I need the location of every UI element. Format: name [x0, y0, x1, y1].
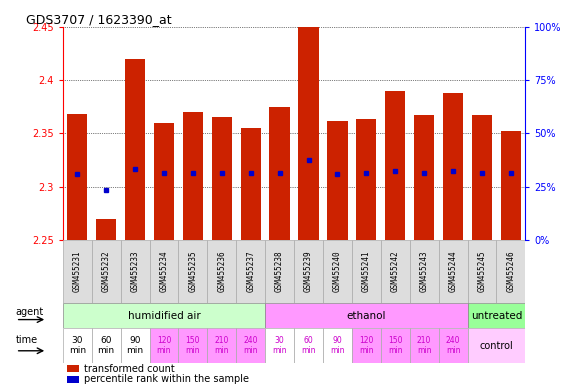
Bar	[67, 376, 79, 383]
Bar	[240, 128, 261, 240]
Bar	[178, 328, 207, 363]
Bar	[323, 328, 352, 363]
Text: untreated: untreated	[471, 311, 522, 321]
Text: 210
min: 210 min	[215, 336, 229, 355]
Bar	[96, 219, 116, 240]
Text: GDS3707 / 1623390_at: GDS3707 / 1623390_at	[26, 13, 171, 26]
Bar	[207, 328, 236, 363]
Text: 90
min: 90 min	[127, 336, 144, 355]
Bar	[63, 328, 92, 363]
Text: 60
min: 60 min	[98, 336, 115, 355]
Bar	[120, 328, 150, 363]
Text: GSM455241: GSM455241	[362, 251, 371, 293]
Bar	[63, 240, 92, 303]
Text: 210
min: 210 min	[417, 336, 432, 355]
Text: GSM455231: GSM455231	[73, 251, 82, 293]
Bar	[323, 240, 352, 303]
Bar	[352, 240, 381, 303]
Bar	[236, 240, 265, 303]
Bar	[496, 240, 525, 303]
Text: GSM455246: GSM455246	[506, 251, 516, 293]
Text: GSM455240: GSM455240	[333, 251, 342, 293]
Bar	[472, 115, 492, 240]
Bar	[154, 123, 174, 240]
Text: 150
min: 150 min	[186, 336, 200, 355]
Text: GSM455239: GSM455239	[304, 251, 313, 293]
Bar	[207, 240, 236, 303]
Bar	[468, 328, 525, 363]
Bar	[294, 240, 323, 303]
Bar	[327, 121, 348, 240]
Bar	[439, 328, 468, 363]
Bar	[385, 91, 405, 240]
Bar	[150, 240, 179, 303]
Bar	[265, 303, 468, 328]
Bar	[92, 240, 120, 303]
Bar	[178, 240, 207, 303]
Bar	[63, 303, 265, 328]
Text: GSM455238: GSM455238	[275, 251, 284, 293]
Bar	[270, 107, 289, 240]
Bar	[381, 240, 410, 303]
Bar	[294, 328, 323, 363]
Bar	[410, 240, 439, 303]
Bar	[92, 328, 120, 363]
Text: 30
min: 30 min	[69, 336, 86, 355]
Text: GSM455234: GSM455234	[159, 251, 168, 293]
Text: 90
min: 90 min	[330, 336, 345, 355]
Text: 120
min: 120 min	[359, 336, 373, 355]
Bar	[183, 112, 203, 240]
Bar	[381, 328, 410, 363]
Bar	[212, 118, 232, 240]
Text: GSM455235: GSM455235	[188, 251, 198, 293]
Text: 240
min: 240 min	[446, 336, 460, 355]
Text: 150
min: 150 min	[388, 336, 403, 355]
Text: GSM455244: GSM455244	[449, 251, 457, 293]
Bar	[414, 115, 435, 240]
Bar	[356, 119, 376, 240]
Text: GSM455237: GSM455237	[246, 251, 255, 293]
Text: ethanol: ethanol	[347, 311, 386, 321]
Bar	[236, 328, 265, 363]
Text: transformed count: transformed count	[83, 364, 174, 374]
Text: GSM455242: GSM455242	[391, 251, 400, 293]
Bar	[410, 328, 439, 363]
Text: GSM455245: GSM455245	[477, 251, 486, 293]
Text: agent: agent	[16, 307, 44, 317]
Bar	[150, 328, 179, 363]
Text: GSM455236: GSM455236	[218, 251, 226, 293]
Bar	[67, 114, 87, 240]
Bar	[501, 131, 521, 240]
Text: 240
min: 240 min	[243, 336, 258, 355]
Text: control: control	[480, 341, 513, 351]
Text: 120
min: 120 min	[156, 336, 171, 355]
Text: percentile rank within the sample: percentile rank within the sample	[83, 374, 248, 384]
Bar	[468, 240, 496, 303]
Text: 60
min: 60 min	[301, 336, 316, 355]
Text: GSM455233: GSM455233	[131, 251, 139, 293]
Text: time: time	[16, 335, 38, 346]
Bar	[468, 303, 525, 328]
Text: 30
min: 30 min	[272, 336, 287, 355]
Text: humidified air: humidified air	[127, 311, 200, 321]
Bar	[439, 240, 468, 303]
Bar	[125, 59, 145, 240]
Bar	[443, 93, 463, 240]
Text: GSM455243: GSM455243	[420, 251, 429, 293]
Bar	[120, 240, 150, 303]
Bar	[352, 328, 381, 363]
Text: GSM455232: GSM455232	[102, 251, 111, 293]
Bar	[265, 328, 294, 363]
Bar	[299, 27, 319, 240]
Bar	[265, 240, 294, 303]
Bar	[67, 365, 79, 372]
